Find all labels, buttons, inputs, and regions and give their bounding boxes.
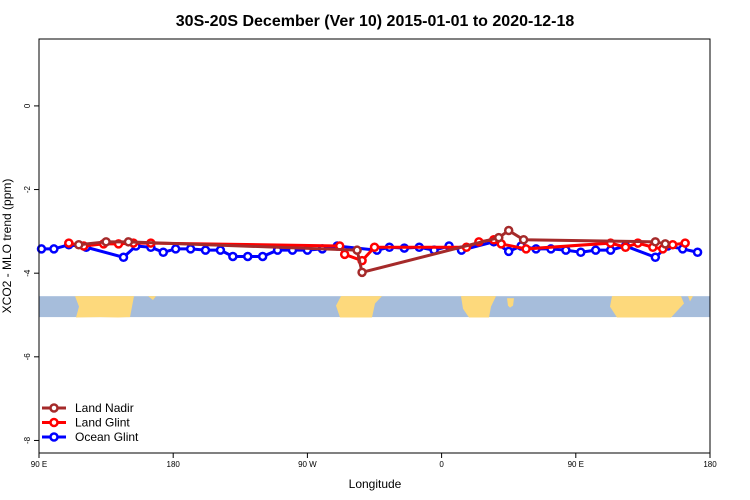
series-layer	[36, 225, 703, 278]
x-tick-label: 90 E	[31, 460, 47, 469]
data-point	[74, 239, 84, 250]
data-point	[692, 247, 703, 258]
land-patch	[507, 298, 514, 308]
data-point	[590, 245, 601, 255]
data-point	[667, 239, 678, 250]
land-patch	[336, 296, 382, 318]
data-point	[352, 245, 362, 255]
legend-marker	[49, 403, 59, 413]
land-patch	[610, 296, 684, 318]
data-point	[620, 242, 631, 253]
data-point	[64, 238, 74, 248]
data-point	[257, 251, 268, 262]
legend-marker	[49, 432, 59, 442]
data-point	[357, 267, 367, 278]
data-point	[503, 225, 514, 236]
land-patch	[461, 296, 496, 318]
ocean-band	[39, 296, 710, 318]
y-tick-label: -4	[23, 269, 32, 277]
data-point	[243, 251, 253, 262]
data-point	[503, 246, 514, 257]
y-tick-label: -2	[23, 185, 32, 193]
data-point	[158, 247, 169, 258]
land-patch	[688, 296, 693, 302]
series-line	[78, 228, 666, 275]
data-point	[36, 244, 47, 254]
data-point	[680, 238, 690, 248]
x-tick-label: 90 E	[568, 460, 584, 469]
map-strip	[39, 296, 710, 318]
plot-frame	[38, 38, 711, 454]
data-point	[49, 244, 59, 254]
land-patch	[75, 296, 134, 318]
data-point	[123, 237, 134, 247]
y-axis: 0 -2 -4 -6 -8	[23, 103, 39, 444]
land-patch	[148, 296, 156, 300]
data-point	[369, 242, 380, 253]
chart-title: 30S-20S December (Ver 10) 2015-01-01 to …	[176, 13, 575, 30]
x-tick-label: 180	[167, 460, 181, 469]
series-land-nadir	[74, 225, 671, 278]
legend-label: Land Nadir	[75, 401, 134, 415]
y-tick-label: -8	[23, 436, 32, 444]
data-point	[660, 239, 671, 249]
data-point	[576, 247, 586, 258]
data-point	[228, 251, 238, 262]
data-point	[494, 232, 504, 243]
data-point	[650, 237, 661, 247]
data-point	[339, 249, 350, 260]
x-tick-label: 90 W	[298, 460, 317, 469]
data-point	[518, 234, 529, 245]
legend-item: Land Nadir	[42, 401, 134, 415]
y-tick-label: -6	[23, 353, 32, 361]
x-tick-label: 0	[439, 460, 444, 469]
legend-item: Land Glint	[42, 416, 130, 430]
y-tick-label: 0	[23, 103, 32, 108]
data-point	[200, 245, 211, 255]
data-point	[521, 244, 531, 254]
legend-marker	[49, 417, 59, 428]
data-point	[170, 244, 181, 254]
legend-label: Land Glint	[75, 416, 130, 430]
data-point	[215, 245, 226, 255]
data-point	[101, 237, 111, 247]
x-axis: 90 E 180 90 W 0 90 E 180	[31, 453, 717, 469]
y-axis-label: XCO2 - MLO trend (ppm)	[0, 179, 14, 314]
legend-item: Ocean Glint	[42, 430, 139, 444]
data-point	[650, 252, 661, 263]
legend-label: Ocean Glint	[75, 430, 139, 444]
data-point	[118, 252, 129, 263]
x-tick-label: 180	[703, 460, 717, 469]
x-axis-label: Longitude	[349, 477, 402, 491]
data-point	[185, 244, 196, 254]
